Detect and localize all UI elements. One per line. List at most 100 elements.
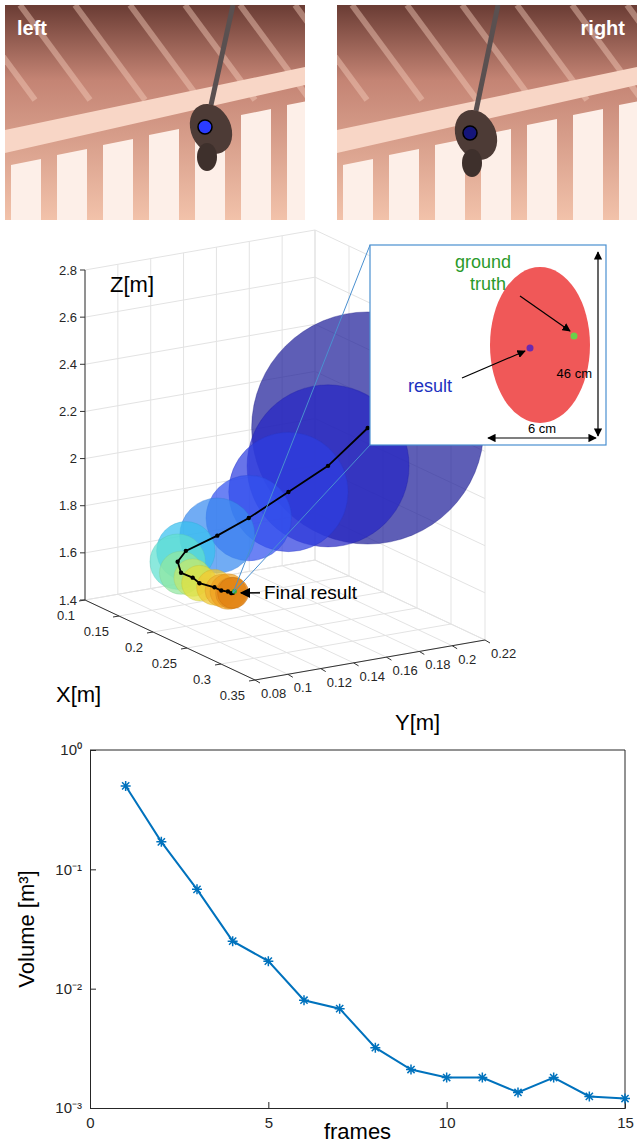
data-marker (335, 1004, 345, 1014)
tick: 10⁻¹ (55, 861, 96, 878)
tick (181, 648, 187, 649)
tick-label: 0.2 (125, 640, 143, 655)
plot-line: 05101510⁻³10⁻²10⁻¹10⁰framesVolume [m³] (14, 741, 634, 1144)
tick: 5 (265, 1102, 273, 1131)
tick-label: 10⁻² (55, 980, 82, 997)
tick-label: 0.14 (360, 669, 385, 684)
tick-mark (90, 989, 96, 990)
axis-title: Z[m] (110, 272, 154, 297)
tick-mark (268, 1102, 269, 1108)
inset-leader (233, 445, 370, 593)
tick-label: 0.16 (392, 663, 417, 678)
marks (121, 781, 630, 1104)
wall-slat (343, 159, 373, 220)
tick (321, 669, 326, 672)
annotation-arrow (462, 351, 525, 378)
photo: right (297, 5, 642, 220)
tick-label: 5 (265, 1114, 273, 1131)
grid-line (216, 577, 386, 657)
dimension-arrow (597, 252, 598, 436)
ceiling-beam (407, 5, 477, 100)
annotation-arrow (241, 592, 260, 594)
trajectory-point (366, 426, 370, 430)
robot-gripper (197, 143, 217, 171)
tick-mark (90, 750, 96, 751)
grid-line (249, 571, 419, 651)
data-marker (477, 1073, 487, 1083)
tick-label: 0.35 (220, 688, 245, 703)
wall-slat (435, 139, 465, 220)
axis-title: Y[m] (395, 710, 440, 735)
tick-label: 0.1 (57, 608, 75, 623)
wall-slat (11, 159, 41, 220)
tick: 10 (439, 1102, 456, 1131)
inset-leader (233, 245, 370, 593)
tick (354, 663, 359, 666)
robot-arm (476, 5, 498, 111)
trajectory-point (184, 549, 188, 553)
tick-mark (90, 869, 96, 870)
tick: 15 (617, 1102, 634, 1131)
tick: 10⁻² (55, 980, 96, 997)
tracked-point (198, 120, 212, 134)
data-marker (263, 956, 273, 966)
tick-label: 10⁰ (60, 741, 82, 758)
annotation-arrow (520, 296, 570, 331)
photo-label: right (581, 17, 626, 39)
dimension-arrow (488, 437, 596, 438)
tick (113, 616, 119, 617)
annotation: result (408, 376, 452, 396)
grid-line (187, 608, 417, 648)
grid-line (150, 259, 151, 589)
tick-label: 0.22 (491, 646, 516, 661)
tick (80, 317, 85, 318)
trajectory (178, 428, 368, 593)
wall-slat (527, 119, 557, 220)
trajectory-point (179, 571, 183, 575)
tick (452, 646, 457, 649)
wall-slat (287, 99, 305, 220)
tick (80, 458, 85, 459)
axis-title: Volume [m³] (14, 870, 39, 987)
photo: left (0, 5, 365, 220)
tracked-point (463, 126, 477, 140)
grid-line (85, 600, 255, 680)
trajectory-point (215, 533, 219, 537)
tick (386, 657, 391, 660)
tick-label: 0.12 (327, 675, 352, 690)
grid-line (117, 264, 118, 594)
wall-slat (241, 109, 271, 220)
ceiling-beam (352, 5, 422, 100)
tick (147, 632, 153, 633)
tick: 10⁻³ (55, 1099, 96, 1116)
trajectory-point (197, 581, 201, 585)
ceiling-beam (130, 5, 200, 100)
tick-label: 0.25 (152, 656, 177, 671)
tick (79, 600, 85, 601)
photo-label: left (17, 17, 47, 39)
tick-mark (447, 1102, 448, 1108)
data-marker (156, 837, 166, 847)
data-marker (370, 1043, 380, 1053)
trajectory-point (219, 588, 223, 592)
data-marker (442, 1073, 452, 1083)
plot-frame (90, 750, 625, 751)
tick-label: 0.08 (261, 686, 286, 701)
annotation: 46 cm (557, 366, 592, 381)
tick (80, 552, 85, 553)
wall-slat (149, 129, 179, 220)
annotation: groundtruth (455, 252, 511, 294)
figure: leftright0.10.150.20.250.30.350.080.10.1… (0, 0, 642, 1147)
tick-label: 0.18 (425, 657, 450, 672)
grid-line (85, 270, 86, 600)
robot-gripper (462, 149, 482, 177)
y-axis: 10⁻³ 10⁻² 10⁻¹ 10⁰ (55, 741, 96, 1116)
tick (485, 640, 490, 643)
tick-label: 15 (617, 1114, 634, 1131)
axis-line (85, 270, 86, 600)
tick (80, 411, 85, 412)
tick: 10⁰ (60, 741, 96, 758)
tick-label: 0.3 (193, 672, 211, 687)
data-marker (192, 884, 202, 894)
inset-ground-truth-point (571, 333, 578, 340)
